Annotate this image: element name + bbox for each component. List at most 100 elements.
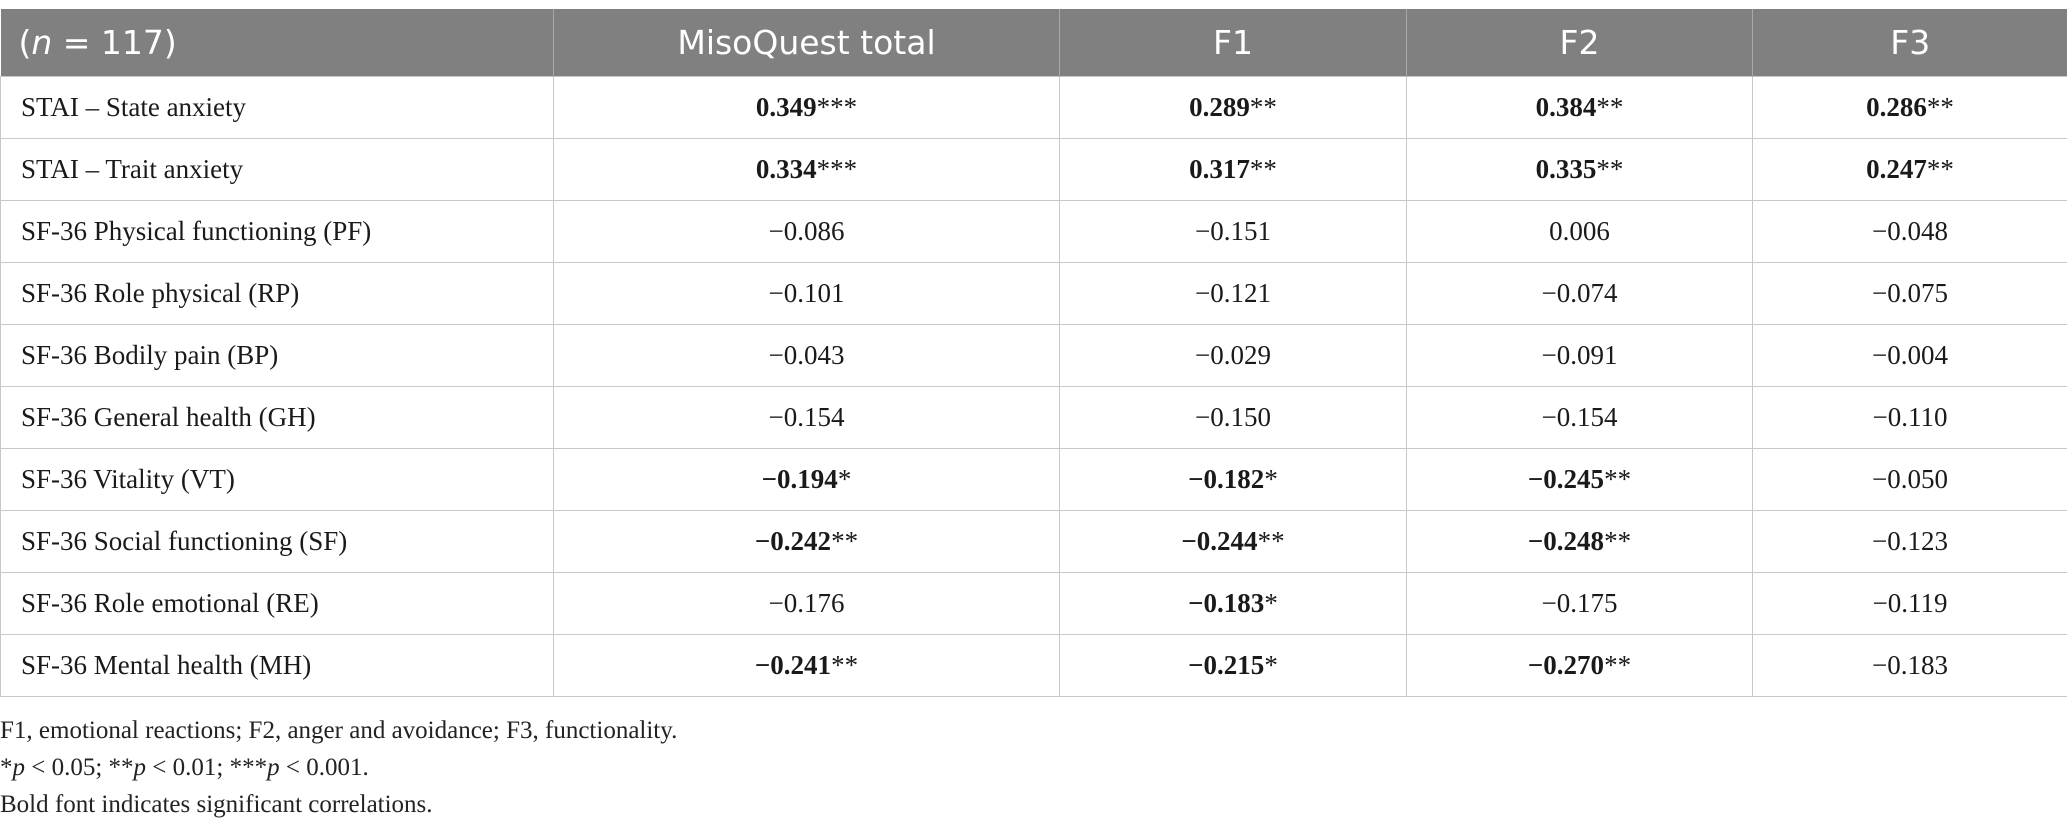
footnote-sig2-stars: ** (108, 754, 134, 781)
cell-f3: −0.110 (1752, 386, 2067, 449)
cell-value: −0.244 (1181, 526, 1258, 556)
cell-value: 0.334 (755, 154, 817, 184)
footnote-sig1-threshold: < 0.05; (25, 754, 109, 781)
cell-value: −0.175 (1541, 588, 1618, 618)
cell-value: 0.247 (1866, 154, 1927, 184)
cell-f3: −0.183 (1752, 634, 2067, 697)
row-label: STAI – Trait anxiety (0, 138, 554, 201)
cell-misoquest: −0.194* (553, 448, 1060, 511)
table-header: (n = 117) MisoQuest total F1 F2 F3 (0, 9, 2067, 77)
significance-stars: ** (1596, 92, 1624, 122)
cell-f2: −0.074 (1406, 262, 1753, 325)
header-n-value: = 117) (52, 23, 177, 62)
cell-value: 0.006 (1549, 216, 1610, 246)
header-row: (n = 117) MisoQuest total F1 F2 F3 (0, 9, 2067, 77)
cell-f3: 0.247** (1752, 138, 2067, 201)
cell-value: −0.029 (1195, 340, 1271, 370)
cell-value: −0.154 (1541, 402, 1618, 432)
cell-f1: 0.317** (1059, 138, 1407, 201)
footnote-abbreviations: F1, emotional reactions; F2, anger and a… (0, 717, 678, 744)
table-row: SF-36 Vitality (VT) −0.194* −0.182 * −0.245*… (0, 448, 2067, 511)
significance-stars: ** (1604, 650, 1632, 680)
table-row: SF-36 Social functioning (SF) −0.242** −0.… (0, 510, 2067, 573)
footnote-significance: *p < 0.05; **p < 0.01; ***p < 0.001. (0, 749, 677, 786)
cell-f2: −0.248** (1406, 510, 1753, 573)
footnote-p-2: p (133, 754, 147, 781)
cell-value: −0.183 (1872, 650, 1948, 680)
cell-value: −0.121 (1195, 278, 1271, 308)
cell-misoquest: 0.349*** (553, 76, 1060, 139)
table-row: STAI – State anxiety 0.349*** 0.289** 0.384… (0, 76, 2067, 139)
cell-f2: 0.006 (1406, 200, 1753, 263)
cell-f3: −0.048 (1752, 200, 2067, 263)
row-label: SF-36 Vitality (VT) (0, 448, 554, 511)
table-row: STAI – Trait anxiety 0.334*** 0.317** 0.335… (0, 138, 2067, 201)
footnote-bold-note: Bold font indicates significant correlat… (0, 791, 433, 818)
cell-f2: 0.384** (1406, 76, 1753, 139)
significance-stars: ** (831, 526, 859, 556)
cell-value: −0.050 (1872, 464, 1948, 494)
row-label: SF-36 Role emotional (RE) (0, 572, 554, 635)
correlation-table: (n = 117) MisoQuest total F1 F2 F3 STAI … (0, 9, 2067, 697)
significance-stars: * (1264, 650, 1278, 680)
cell-value: −0.151 (1195, 216, 1271, 246)
cell-misoquest: −0.101 (553, 262, 1060, 325)
significance-stars: ** (1604, 464, 1632, 494)
cell-value: −0.241 (754, 650, 832, 680)
significance-stars: ** (1604, 526, 1632, 556)
row-label: SF-36 General health (GH) (0, 386, 554, 449)
cell-f1: −0.121 (1059, 262, 1407, 325)
cell-misoquest: −0.176 (553, 572, 1060, 635)
cell-value: −0.194 (761, 464, 838, 494)
header-f1: F1 (1059, 9, 1407, 77)
significance-stars: *** (816, 154, 858, 184)
row-label: SF-36 Physical functioning (PF) (0, 200, 554, 263)
cell-f3: −0.119 (1752, 572, 2067, 635)
significance-stars: * (837, 464, 852, 494)
cell-f1: −0.151 (1059, 200, 1407, 263)
cell-value: −0.091 (1541, 340, 1618, 370)
cell-misoquest: −0.086 (553, 200, 1060, 263)
table-row: SF-36 Role physical (RP) −0.101 −0.121 −0.0… (0, 262, 2067, 325)
cell-value: −0.110 (1872, 402, 1948, 432)
cell-value: −0.086 (768, 216, 845, 246)
cell-f3: −0.075 (1752, 262, 2067, 325)
cell-misoquest: −0.241** (553, 634, 1060, 697)
cell-f1: −0.150 (1059, 386, 1407, 449)
row-label: SF-36 Social functioning (SF) (0, 510, 554, 573)
cell-value: 0.335 (1535, 154, 1597, 184)
cell-value: −0.075 (1872, 278, 1948, 308)
cell-f1: −0.183* (1059, 572, 1407, 635)
table-footnotes: F1, emotional reactions; F2, anger and a… (0, 712, 677, 823)
cell-value: −0.101 (768, 278, 845, 308)
footnote-sig2-threshold: < 0.01; (146, 754, 230, 781)
cell-f1: 0.289** (1059, 76, 1407, 139)
cell-value: −0.245 (1527, 464, 1605, 494)
cell-value: 0.349 (755, 92, 817, 122)
significance-stars: ** (1926, 92, 1954, 122)
footnote-sig3-stars: *** (229, 754, 268, 781)
table-body: STAI – State anxiety 0.349*** 0.289** 0.384… (0, 76, 2067, 697)
significance-stars: ** (1596, 154, 1624, 184)
cell-value: −0.074 (1541, 278, 1618, 308)
footnote-sig1-stars: * (0, 754, 13, 781)
cell-f2: −0.245** (1406, 448, 1753, 511)
row-label: SF-36 Mental health (MH) (0, 634, 554, 697)
cell-value: −0.182 (1188, 464, 1265, 494)
cell-value: −0.043 (768, 340, 845, 370)
table-row: SF-36 Bodily pain (BP) −0.043 −0.029 −0.091… (0, 324, 2067, 387)
table-row: SF-36 General health (GH) −0.154 −0.150 −0.… (0, 386, 2067, 449)
cell-value: −0.119 (1872, 588, 1948, 618)
cell-value: 0.286 (1866, 92, 1927, 122)
cell-f3: −0.004 (1752, 324, 2067, 387)
cell-value: −0.123 (1872, 526, 1948, 556)
row-label: STAI – State anxiety (0, 76, 554, 139)
cell-f1: −0.244** (1059, 510, 1407, 573)
cell-f2: −0.154 (1406, 386, 1753, 449)
cell-value: −0.048 (1872, 216, 1948, 246)
table-row: SF-36 Physical functioning (PF) −0.086 −0.… (0, 200, 2067, 263)
header-f2: F2 (1406, 9, 1753, 77)
header-n-variable: n (31, 23, 53, 62)
cell-f3: 0.286** (1752, 76, 2067, 139)
footnote-p-1: p (12, 754, 26, 781)
